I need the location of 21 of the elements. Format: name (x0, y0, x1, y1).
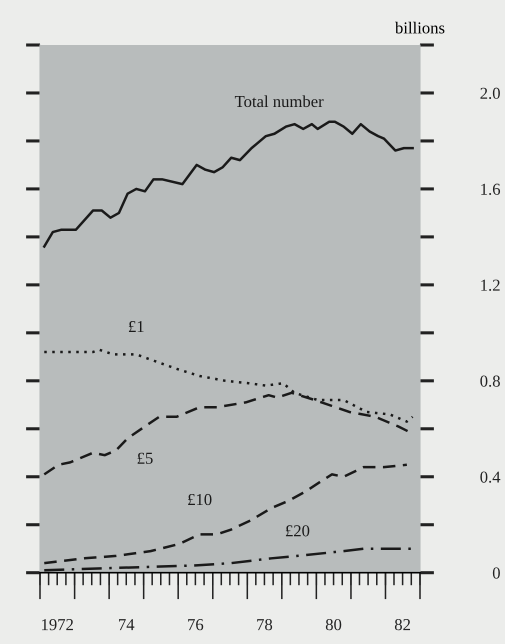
x-tick-label: 80 (326, 619, 342, 630)
x-tick-label: 76 (188, 619, 204, 630)
y-axis-title: billions (394, 22, 444, 34)
x-tick-label: 74 (119, 619, 134, 630)
y-tick-label: 1.6 (481, 184, 500, 195)
series-label: £20 (286, 525, 310, 536)
y-tick-label: 0 (492, 567, 500, 579)
x-tick-label: 1972 (42, 619, 73, 630)
x-tick-label: 78 (257, 619, 272, 630)
series-label: £1 (128, 321, 144, 332)
line-series (43, 464, 408, 564)
y-tick-label: 0.8 (480, 376, 500, 387)
series-label: £10 (188, 494, 212, 506)
y-tick-label: 0.4 (480, 471, 500, 483)
series-label: £5 (138, 452, 153, 464)
series-label: Total number (234, 95, 324, 108)
line-series (43, 120, 414, 248)
y-tick-label: 1.2 (481, 280, 500, 291)
line-series (43, 547, 414, 572)
y-tick-label: 2.0 (480, 88, 500, 99)
x-tick-label: 82 (394, 619, 410, 630)
